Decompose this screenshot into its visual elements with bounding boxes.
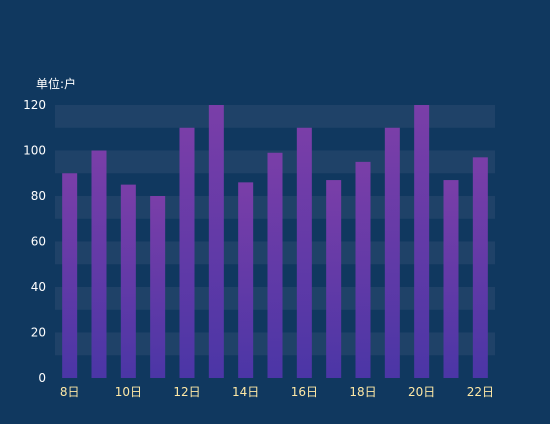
y-tick-label: 20 <box>31 326 46 340</box>
bar[interactable] <box>472 157 488 378</box>
y-axis-ticks: 0 20 40 60 80 100 120 <box>23 98 46 385</box>
x-tick-label: 12日 <box>173 385 200 399</box>
y-tick-label: 120 <box>23 98 46 112</box>
x-axis-ticks: 8日 10日 12日 14日 16日 18日 20日 22日 <box>60 385 494 399</box>
bar[interactable] <box>355 161 371 378</box>
bar[interactable] <box>326 180 342 378</box>
bar[interactable] <box>296 127 312 378</box>
x-tick-label: 18日 <box>349 385 376 399</box>
bar[interactable] <box>62 173 78 378</box>
y-tick-label: 100 <box>23 144 46 158</box>
y-axis-unit-label: 单位:户 <box>36 76 76 91</box>
bar-series <box>62 105 488 378</box>
y-tick-label: 60 <box>31 235 46 249</box>
background-band <box>55 105 495 128</box>
y-tick-label: 0 <box>38 371 46 385</box>
x-tick-label: 10日 <box>115 385 142 399</box>
y-tick-label: 40 <box>31 280 46 294</box>
x-tick-label: 22日 <box>467 385 494 399</box>
bar[interactable] <box>384 127 400 378</box>
x-tick-label: 8日 <box>60 385 80 399</box>
bar[interactable] <box>414 105 430 378</box>
bar[interactable] <box>91 150 107 379</box>
bar[interactable] <box>150 196 166 378</box>
bar[interactable] <box>120 184 136 378</box>
y-tick-label: 80 <box>31 189 46 203</box>
bar[interactable] <box>443 180 459 378</box>
x-tick-label: 14日 <box>232 385 259 399</box>
x-tick-label: 16日 <box>291 385 318 399</box>
x-tick-label: 20日 <box>408 385 435 399</box>
bar[interactable] <box>179 127 195 378</box>
bar[interactable] <box>208 105 224 378</box>
bar[interactable] <box>238 182 254 378</box>
bar[interactable] <box>267 152 283 378</box>
